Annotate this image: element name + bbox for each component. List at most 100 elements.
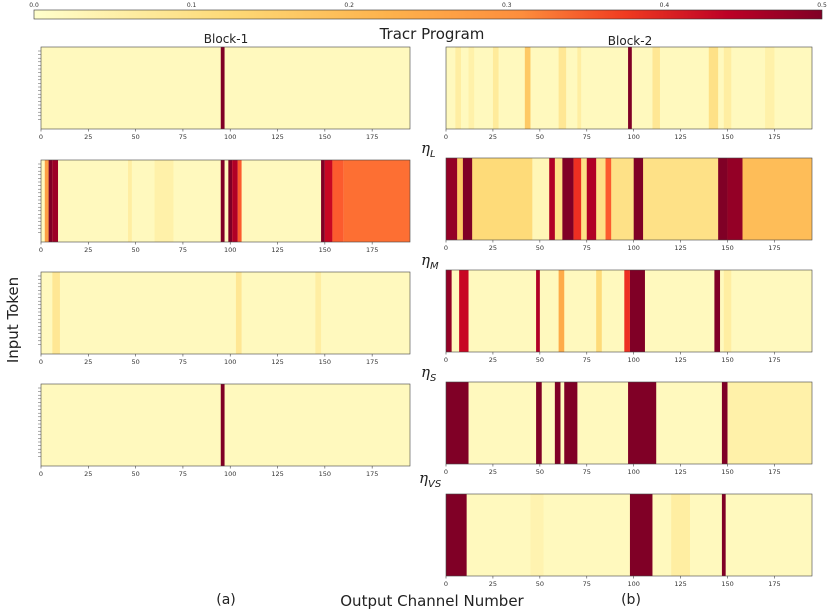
y-axis-label: Input Token: [4, 277, 22, 363]
x-tick-label: 100: [627, 133, 639, 141]
panel-label-b: (b): [621, 592, 641, 608]
heatmap-band: [742, 158, 812, 240]
heatmap-background: [446, 494, 812, 576]
heatmap-band: [48, 160, 53, 242]
heatmap-background: [41, 272, 410, 354]
heatmap-panel: 0 25 50 75 100 125 150 175: [38, 159, 411, 254]
heatmap-band: [468, 47, 475, 129]
panel-label-a: (a): [216, 592, 236, 608]
heatmap-panel: 0 25 50 75 100 125 150 175: [38, 383, 411, 478]
heatmap-band: [558, 270, 565, 352]
panel-frame: [445, 46, 813, 130]
x-tick-label: 50: [131, 470, 139, 478]
x-tick-label: 175: [366, 246, 378, 254]
heatmap-band: [596, 270, 602, 352]
eta-label-s: ηS: [421, 363, 437, 384]
heatmap-band: [220, 47, 225, 129]
heatmap-band: [605, 158, 612, 240]
heatmap-band: [671, 494, 690, 576]
heatmap-band: [237, 160, 242, 242]
x-tick-label: 125: [674, 133, 686, 141]
colorbar-tick-label: 0.4: [660, 2, 670, 9]
x-tick-label: 50: [131, 246, 139, 254]
x-tick-label: 0: [39, 358, 43, 366]
heatmap-panels: 0 25 50 75 100 125 150 175 0 25 50 75 100 125 150 175 0 2…: [38, 46, 813, 588]
heatmap-band: [727, 382, 812, 464]
panel-frame: [40, 46, 411, 130]
x-tick-label: 50: [536, 133, 544, 141]
heatmap-band: [321, 160, 325, 242]
x-tick-label: 50: [131, 133, 139, 141]
heatmap-band: [573, 158, 582, 240]
x-tick-label: 25: [84, 358, 92, 366]
colorbar-tick-label: 0.2: [344, 2, 354, 9]
x-tick-label: 50: [536, 356, 544, 364]
heatmap-band: [723, 270, 732, 352]
heatmap-band: [220, 384, 225, 466]
heatmap-band: [457, 158, 463, 240]
heatmap-panel: 0 25 50 75 100 125 150 175: [444, 269, 813, 364]
heatmap-band: [652, 47, 660, 129]
heatmap-band: [721, 494, 726, 576]
x-tick-label: 0: [444, 133, 448, 141]
x-tick-label: 175: [366, 133, 378, 141]
x-tick-label: 100: [627, 468, 639, 476]
x-tick-label: 0: [444, 356, 448, 364]
heatmap-band: [459, 270, 469, 352]
panel-frame: [40, 383, 411, 467]
heatmap-band: [232, 160, 238, 242]
panel-frame: [40, 271, 411, 355]
heatmap-band: [220, 160, 225, 242]
heatmap-band: [455, 47, 462, 129]
colorbar-tick-label: 0.1: [187, 2, 197, 9]
heatmap-band: [128, 160, 132, 242]
x-tick-label: 175: [768, 244, 780, 252]
svg-text:ηS: ηS: [421, 363, 437, 384]
x-tick-label: 50: [536, 468, 544, 476]
x-tick-label: 125: [674, 580, 686, 588]
heatmap-band: [721, 382, 728, 464]
eta-subscript: S: [430, 373, 437, 384]
x-tick-label: 25: [84, 246, 92, 254]
eta-symbol: η: [421, 139, 430, 157]
x-tick-label: 25: [489, 244, 497, 252]
x-tick-label: 125: [271, 133, 283, 141]
x-tick-label: 0: [444, 580, 448, 588]
colorbar-gradient: [33, 9, 823, 20]
heatmap-band: [727, 158, 743, 240]
x-axis-label: Output Channel Number: [340, 592, 524, 610]
colorbar-tick-label: 0.0: [29, 2, 39, 9]
column-label-block-2: Block-2: [608, 34, 652, 48]
heatmap-band: [472, 158, 533, 240]
heatmap-band: [462, 158, 473, 240]
heatmap-band: [536, 270, 540, 352]
x-tick-label: 75: [583, 580, 591, 588]
heatmap-band: [446, 270, 452, 352]
heatmap-band: [564, 382, 578, 464]
heatmap-band: [554, 382, 561, 464]
heatmap-band: [446, 158, 458, 240]
x-tick-label: 75: [583, 244, 591, 252]
x-tick-label: 75: [179, 246, 187, 254]
eta-symbol: η: [421, 251, 430, 269]
x-tick-label: 0: [39, 133, 43, 141]
colorbar-tick-label: 0.5: [817, 2, 827, 9]
x-tick-label: 75: [583, 468, 591, 476]
heatmap-band: [332, 160, 344, 242]
eta-label-l: ηL: [421, 139, 436, 160]
heatmap-band: [343, 160, 410, 242]
heatmap-band: [629, 494, 653, 576]
x-tick-label: 100: [224, 133, 236, 141]
x-tick-label: 50: [536, 580, 544, 588]
x-tick-label: 25: [489, 133, 497, 141]
x-tick-label: 100: [627, 580, 639, 588]
x-tick-label: 150: [721, 356, 733, 364]
panel-frame: [40, 159, 411, 243]
chart-title: Tracr Program: [379, 25, 485, 43]
x-tick-label: 100: [224, 470, 236, 478]
x-tick-label: 150: [721, 580, 733, 588]
x-tick-label: 150: [319, 246, 331, 254]
x-tick-label: 50: [536, 244, 544, 252]
svg-text:ηM: ηM: [421, 251, 439, 272]
heatmap-band: [446, 382, 469, 464]
